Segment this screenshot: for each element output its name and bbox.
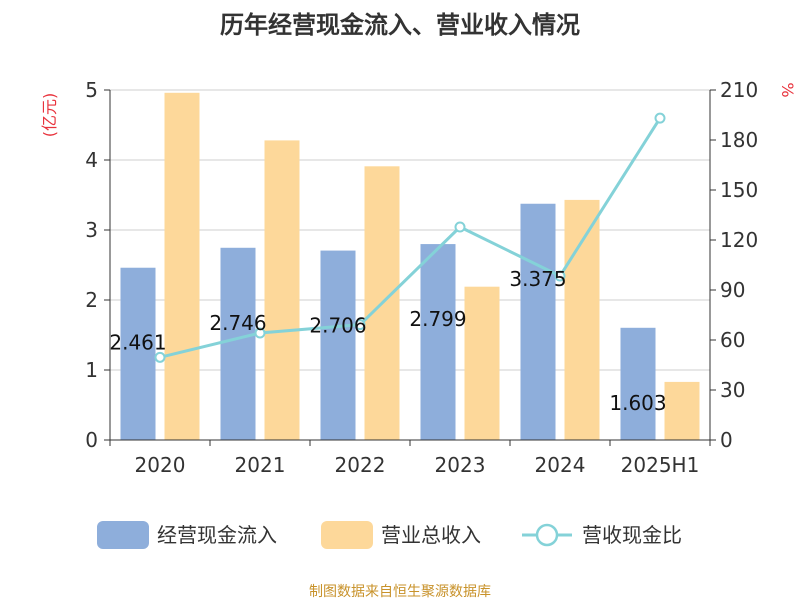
revenue-bar [264,140,300,440]
legend: 经营现金流入 营业总收入 营收现金比 [97,521,682,549]
legend-swatch-cash-inflow [97,521,149,549]
ratio-point [454,221,466,233]
cash-inflow-bar [520,203,556,440]
revenue-bar [564,199,600,440]
x-tick-label: 2020 [135,453,186,477]
cash-inflow-data-label: 2.706 [309,314,366,338]
data-labels: 2.461 2.746 2.706 2.799 3.375 1.603 [109,267,666,415]
left-tick-label: 2 [85,288,98,312]
right-tick-label: 180 [720,128,758,152]
ratio-point [254,327,266,339]
right-tick-label: 30 [720,378,745,402]
cash-inflow-bar [420,244,456,440]
right-tick-label: 120 [720,228,758,252]
revenue-bar [164,92,200,441]
cash-inflow-bar [620,327,656,440]
left-tick-label: 5 [85,78,98,102]
ratio-line [154,112,666,363]
cash-inflow-bar [220,247,256,440]
bars [120,92,700,441]
legend-label-revenue: 营业总收入 [381,523,481,547]
right-tick-label: 210 [720,78,758,102]
x-tick-label: 2022 [335,453,386,477]
right-tick-label: 60 [720,328,745,352]
cash-inflow-data-label: 2.461 [109,331,166,355]
x-tick-label: 2023 [435,453,486,477]
x-tick-label: 2021 [235,453,286,477]
grid [110,89,710,441]
source-note: 制图数据来自恒生聚源数据库 [309,584,491,600]
legend-label-cash-inflow: 经营现金流入 [157,523,277,547]
cash-inflow-data-label: 2.799 [409,307,466,331]
chart-title: 历年经营现金流入、营业收入情况 [220,11,580,39]
left-tick-label: 4 [85,148,98,172]
left-axis-unit: (亿元) [40,93,59,138]
cash-inflow-bar [320,250,356,440]
right-tick-label: 90 [720,278,745,302]
ratio-point [354,319,366,331]
legend-label-ratio: 营收现金比 [582,523,682,547]
legend-swatch-revenue [321,521,373,549]
ratio-point [154,351,166,363]
ratio-point [554,270,566,282]
ratio-point [654,112,666,124]
cash-inflow-data-label: 1.603 [609,391,666,415]
right-tick-label: 0 [720,428,733,452]
right-tick-label: 150 [720,178,758,202]
x-tick-label: 2025H1 [621,453,700,477]
cash-inflow-bar [120,267,156,440]
right-axis-unit: % [778,82,797,97]
cash-inflow-data-label: 3.375 [509,267,566,291]
cash-inflow-data-label: 2.746 [209,311,266,335]
legend-swatch-ratio-marker [535,523,559,547]
x-tick-label: 2024 [535,453,586,477]
revenue-bar [664,381,700,440]
axes: 0 1 2 3 4 5 0 30 60 90 120 150 180 210 2020 2021 2022 202… [85,78,758,477]
ratio-line-path [159,117,662,359]
left-tick-label: 3 [85,218,98,242]
left-tick-label: 1 [85,358,98,382]
revenue-bar [464,286,500,440]
left-tick-label: 0 [85,428,98,452]
